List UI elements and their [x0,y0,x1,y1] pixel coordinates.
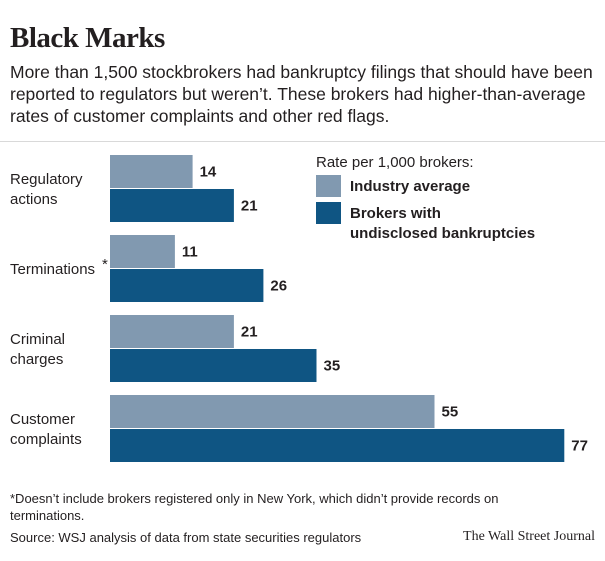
category-label: Regulatory [10,171,83,188]
category-label: actions [10,191,58,208]
legend-swatch [316,202,341,224]
data-label: 77 [571,438,588,455]
chart-title: Black Marks [10,22,165,54]
source-note: Source: WSJ analysis of data from state … [10,530,362,545]
footnote-mark: * [102,256,108,273]
category-label: Customer [10,411,75,428]
legend-title: Rate per 1,000 brokers: [316,154,474,171]
legend-label: Brokers with [350,205,441,222]
category-label: Terminations [10,261,95,278]
data-label: 21 [241,198,258,215]
bar [110,269,264,302]
category-label: Criminal [10,331,65,348]
data-label: 35 [324,358,341,375]
data-label: 26 [270,278,287,295]
footnote: *Doesn’t include brokers registered only… [10,491,499,523]
legend-swatch [316,175,341,197]
bar [110,395,435,428]
bar [110,349,317,382]
legend-label: Industry average [350,178,470,195]
publication-credit: The Wall Street Journal [463,529,595,544]
divider [0,141,605,142]
chart-subtitle: More than 1,500 stockbrokers had bankrup… [10,62,593,126]
bar [110,429,565,462]
data-label: 21 [241,324,258,341]
category-label: complaints [10,431,82,448]
data-label: 11 [182,244,198,261]
bar [110,315,234,348]
bar [110,235,175,268]
data-label: 55 [442,404,459,421]
bar [110,155,193,188]
data-label: 14 [200,164,217,181]
bar [110,189,234,222]
legend-label: undisclosed bankruptcies [350,225,535,242]
category-label: charges [10,351,63,368]
